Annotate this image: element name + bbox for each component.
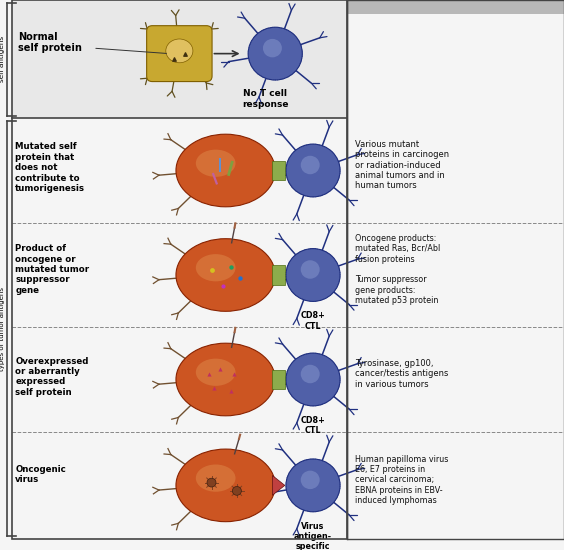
Text: Overexpressed
or aberrantly
expressed
self protein: Overexpressed or aberrantly expressed se… <box>15 356 89 397</box>
Bar <box>12 0 347 118</box>
Text: Normal cell
displaying
self antigens: Normal cell displaying self antigens <box>0 36 5 82</box>
Text: Various mutant
proteins in carcinogen
or radiation-induced
animal tumors and in
: Various mutant proteins in carcinogen or… <box>355 140 450 190</box>
Text: Product of
oncogene or
mutated tumor
suppressor
gene: Product of oncogene or mutated tumor sup… <box>15 244 89 295</box>
Point <box>227 262 236 271</box>
Point <box>235 273 244 282</box>
Circle shape <box>286 249 340 301</box>
Ellipse shape <box>301 365 320 383</box>
Text: Virus
antigen-
specific
CD8+ CTL: Virus antigen- specific CD8+ CTL <box>291 521 335 550</box>
Circle shape <box>207 478 216 487</box>
Ellipse shape <box>301 156 320 174</box>
FancyBboxPatch shape <box>147 26 212 81</box>
Point <box>227 386 236 395</box>
Text: Normal
self protein: Normal self protein <box>18 32 82 53</box>
Ellipse shape <box>176 239 275 311</box>
Circle shape <box>232 486 241 495</box>
Text: Mutated self
protein that
does not
contribute to
tumorigenesis: Mutated self protein that does not contr… <box>15 142 85 193</box>
Ellipse shape <box>176 343 275 416</box>
Bar <box>347 0 564 539</box>
Point <box>204 370 213 378</box>
Bar <box>219 158 221 172</box>
Ellipse shape <box>301 260 320 279</box>
Bar <box>347 0 564 14</box>
Point <box>180 49 190 58</box>
Text: CD8+
CTL: CD8+ CTL <box>301 311 325 331</box>
Point <box>169 54 178 63</box>
Point <box>218 282 227 290</box>
Text: Human papilloma virus
E6, E7 proteins in
cervical carcinoma;
EBNA proteins in EB: Human papilloma virus E6, E7 proteins in… <box>355 454 449 505</box>
Bar <box>272 265 285 285</box>
Bar <box>12 0 347 539</box>
Bar <box>272 161 285 180</box>
Ellipse shape <box>263 39 282 57</box>
Bar <box>227 161 234 176</box>
Bar <box>272 370 285 389</box>
Point <box>215 364 224 373</box>
Point <box>230 370 239 378</box>
Point <box>210 383 219 392</box>
Ellipse shape <box>196 359 236 386</box>
Text: Tyrosinase, gp100,
cancer/testis antigens
in various tumors: Tyrosinase, gp100, cancer/testis antigen… <box>355 359 449 389</box>
Ellipse shape <box>196 465 236 492</box>
Ellipse shape <box>176 449 275 521</box>
Circle shape <box>286 353 340 406</box>
Ellipse shape <box>166 39 193 63</box>
Text: Oncogenic
virus: Oncogenic virus <box>15 465 66 484</box>
Text: CD8+
CTL: CD8+ CTL <box>301 416 325 435</box>
Circle shape <box>286 459 340 512</box>
Circle shape <box>286 144 340 197</box>
Bar <box>212 173 218 185</box>
Text: Oncogene products:
mutated Ras, Bcr/Abl
fusion proteins

Tumor suppressor
gene p: Oncogene products: mutated Ras, Bcr/Abl … <box>355 234 440 305</box>
Point <box>207 265 216 274</box>
Text: Tumor cells expressing different
types of tumor antigens: Tumor cells expressing different types o… <box>0 273 5 384</box>
Polygon shape <box>272 475 285 495</box>
Ellipse shape <box>301 471 320 489</box>
Ellipse shape <box>176 134 275 207</box>
Ellipse shape <box>196 150 236 177</box>
Ellipse shape <box>196 254 236 282</box>
Text: No T cell
response: No T cell response <box>242 89 288 109</box>
Circle shape <box>248 27 302 80</box>
